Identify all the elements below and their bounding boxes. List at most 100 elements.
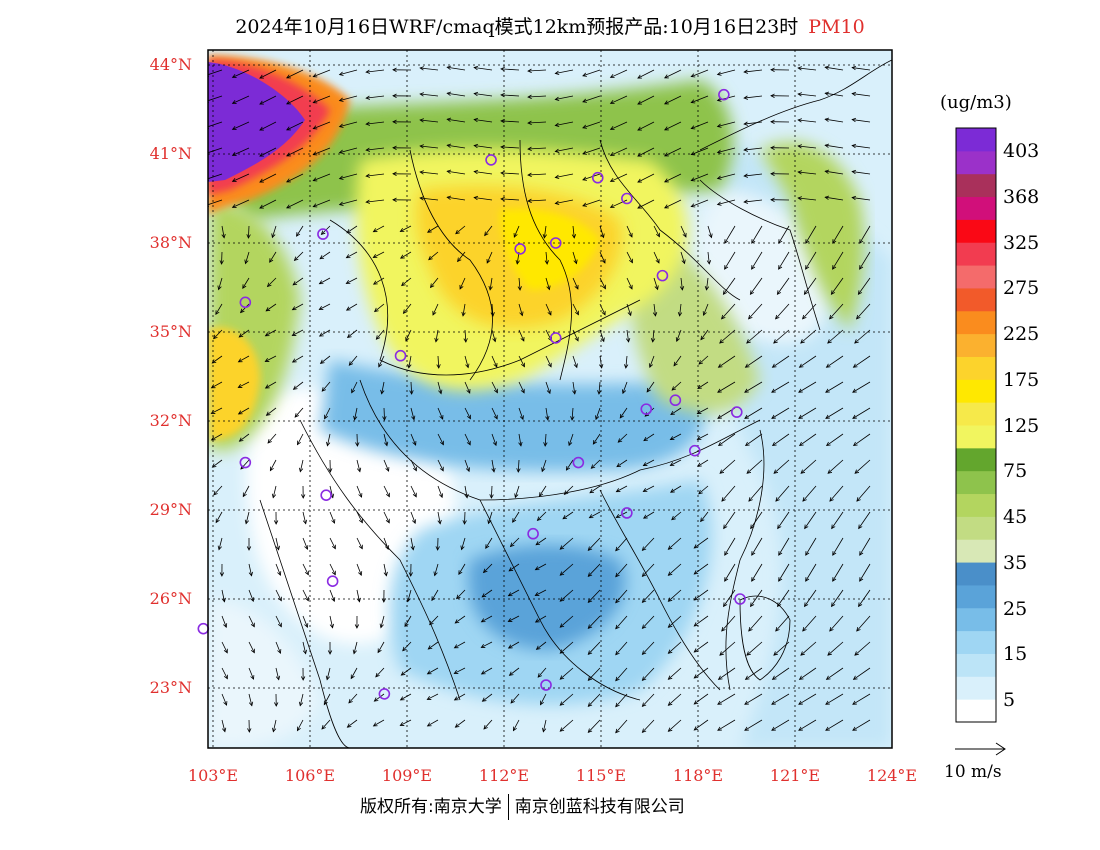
wind-arrow — [590, 459, 601, 469]
wind-arrow — [803, 277, 817, 296]
wind-arrow — [719, 329, 736, 344]
wind-arrow — [697, 459, 709, 467]
wind-vectors — [208, 65, 871, 734]
wind-arrow — [324, 407, 331, 420]
wind-arrow — [802, 303, 817, 320]
wind-arrow — [365, 147, 385, 152]
wind-arrow — [500, 118, 520, 124]
wind-arrow — [854, 641, 871, 656]
wind-arrow — [473, 91, 493, 97]
wind-arrow — [719, 459, 736, 474]
wind-arrow — [312, 121, 331, 130]
city-marker — [730, 406, 743, 418]
wind-arrow — [716, 173, 736, 180]
wind-arrow — [491, 355, 498, 368]
colorbar-swatch — [956, 265, 996, 289]
wind-arrow — [568, 433, 574, 447]
wind-arrow — [392, 171, 412, 177]
wind-arrow — [409, 381, 414, 395]
wind-arrow — [329, 615, 334, 629]
wind-arrow — [669, 459, 682, 466]
city-marker — [540, 679, 552, 691]
wind-arrow — [724, 563, 736, 582]
wind-arrow — [346, 719, 358, 728]
wind-arrow — [832, 537, 844, 556]
wind-arrow — [408, 563, 413, 577]
wind-arrow — [637, 173, 655, 183]
wind-arrow — [859, 563, 871, 582]
wind-arrow — [429, 277, 439, 289]
wind-arrow — [248, 667, 255, 680]
wind-arrow — [419, 170, 439, 175]
wind-arrow — [587, 693, 601, 707]
colorbar-swatch — [956, 539, 996, 563]
wind-arrow — [238, 329, 250, 338]
wind-arrow — [619, 407, 628, 419]
wind-arrow — [500, 170, 520, 176]
wind-arrow — [296, 719, 304, 732]
city-marker — [239, 456, 252, 469]
wind-arrow — [771, 433, 790, 447]
wind-arrow — [707, 225, 713, 239]
wind-arrow — [825, 433, 844, 447]
wind-arrow — [690, 173, 709, 182]
wind-arrow — [770, 145, 790, 150]
wind-arrow — [312, 173, 331, 182]
wind-arrow — [399, 719, 412, 726]
wind-arrow — [473, 195, 493, 201]
wind-arrow — [827, 641, 844, 656]
wind-arrow — [664, 69, 682, 79]
wind-arrow — [773, 641, 790, 656]
wind-arrow — [401, 277, 412, 287]
wind-arrow — [392, 67, 412, 73]
wind-arrow — [365, 69, 385, 74]
wind-arrow — [210, 433, 223, 441]
wind-arrow — [383, 511, 390, 524]
wind-arrow — [434, 329, 439, 343]
wind-arrow — [852, 667, 871, 680]
pollutant-label: PM10 — [808, 16, 865, 38]
wind-arrow — [248, 641, 255, 654]
wind-arrow — [832, 225, 844, 244]
wind-arrow — [797, 118, 817, 123]
wind-arrow — [318, 277, 331, 285]
wind-arrow — [453, 667, 466, 674]
lon-tick-label: 115°E — [575, 766, 627, 785]
wind-arrow — [832, 251, 844, 270]
wind-arrow — [382, 407, 387, 421]
wind-arrow — [698, 485, 709, 495]
wind-arrow — [609, 121, 628, 131]
wind-arrow — [829, 485, 844, 502]
wind-arrow — [302, 511, 308, 525]
wind-arrow — [446, 65, 466, 71]
city-marker — [640, 403, 653, 415]
wind-arrow — [373, 693, 385, 702]
colorbar-swatch — [956, 470, 996, 495]
wind-arrow — [722, 277, 736, 296]
wind-arrow — [527, 172, 547, 177]
wind-arrow — [242, 277, 250, 289]
wind-arrow — [517, 277, 522, 291]
wind-arrow — [518, 303, 524, 317]
wind-arrow — [410, 485, 417, 498]
wind-arrow — [798, 693, 817, 705]
wind-arrow — [572, 303, 579, 316]
wind-arrow — [213, 485, 223, 496]
wind-arrow — [242, 485, 250, 498]
wind-arrow — [797, 144, 817, 149]
wind-arrow — [399, 225, 412, 232]
wind-arrow — [653, 225, 660, 238]
wind-arrow — [237, 355, 250, 363]
colorbar-swatch — [956, 196, 996, 220]
wind-arrow — [690, 69, 709, 78]
wind-arrow — [356, 589, 361, 603]
wind-arrow — [488, 277, 493, 291]
wind-arrow — [559, 641, 574, 654]
lon-tick-label: 106°E — [284, 766, 336, 785]
wind-arrow — [248, 589, 255, 602]
wind-arrow — [743, 95, 763, 100]
wind-arrow — [615, 667, 628, 682]
wind-arrow — [851, 65, 871, 71]
wind-arrow — [554, 173, 574, 179]
wind-arrow — [537, 667, 547, 678]
